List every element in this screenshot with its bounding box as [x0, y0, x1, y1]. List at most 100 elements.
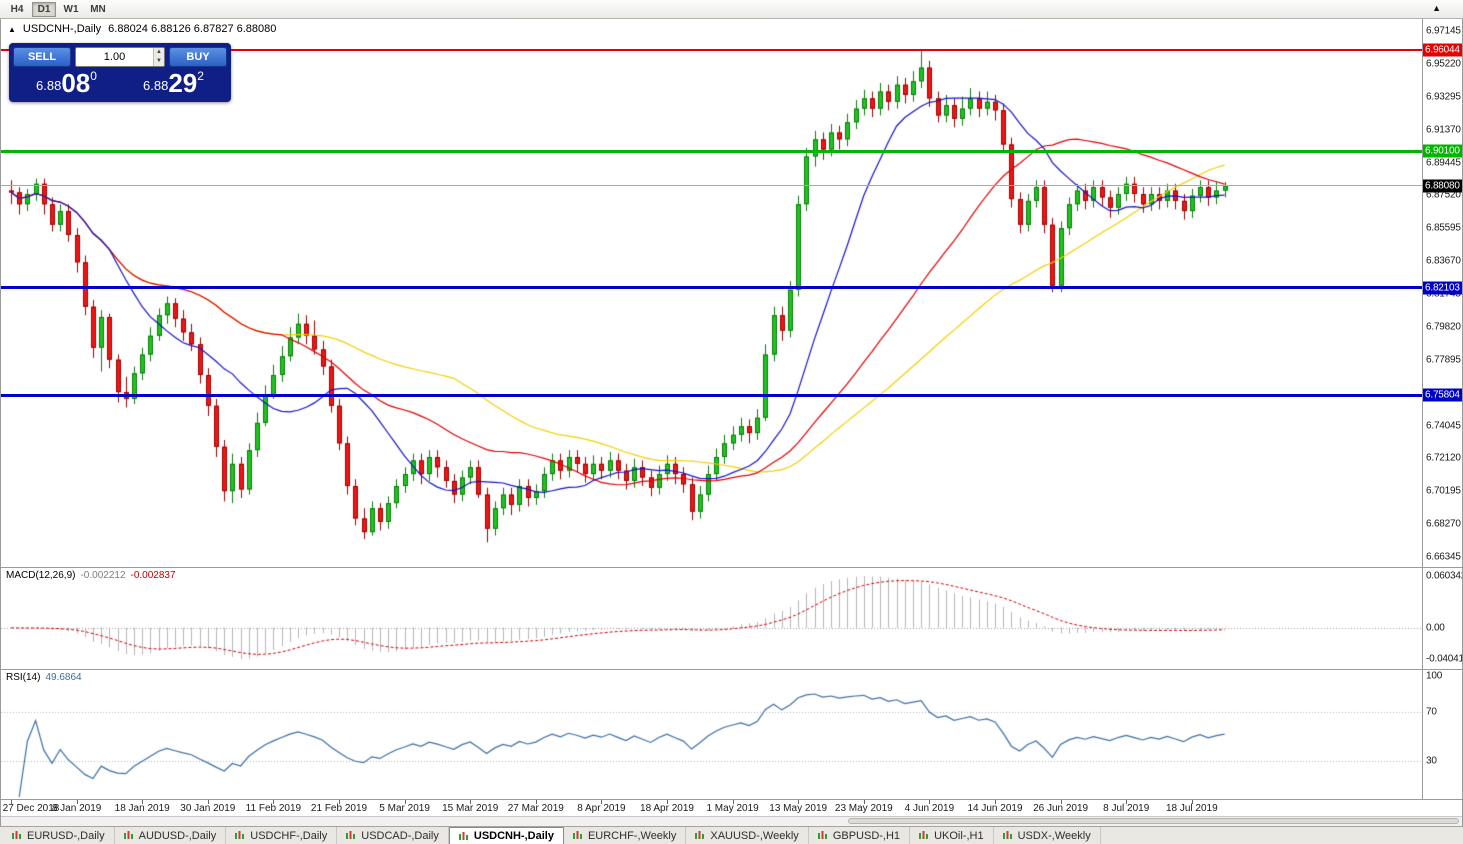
chart-ohlc-values: 6.88024 6.88126 6.87827 6.88080 [108, 23, 277, 35]
support-line-1[interactable] [1, 286, 1422, 290]
date-axis-label: 5 Mar 2019 [379, 803, 430, 814]
collapse-trade-panel-icon[interactable]: ▲ [8, 24, 16, 34]
date-tick [208, 800, 209, 804]
date-tick [273, 800, 274, 804]
date-tick [1126, 800, 1127, 804]
tab-label: USDCHF-,Daily [250, 829, 328, 842]
price-axis-label: 6.89445 [1426, 157, 1461, 168]
date-axis-label: 18 Jan 2019 [114, 803, 170, 814]
price-axis: 6.97145 6.95220 6.93295 6.91370 6.89445 6.875… [1422, 19, 1462, 567]
volume-up-icon[interactable]: ▲ [154, 48, 164, 57]
rsi-pane: RSI(14) 49.6864 100 70 30 [1, 670, 1462, 800]
resistance-line[interactable] [1, 48, 1422, 51]
timeframe-group: H4 D1 W1 MN [5, 1, 110, 17]
one-click-trade-panel: SELL 1.00 ▲ ▼ BUY 6.88 08 0 6.88 [9, 43, 231, 102]
date-tick [733, 800, 734, 804]
macd-axis-label: -0.040415 [1426, 653, 1462, 665]
chart-icon [12, 831, 21, 839]
date-tick [339, 800, 340, 804]
tab-gbpusd-h1[interactable]: GBPUSD-,H1 [809, 827, 911, 844]
tab-eurusd-daily[interactable]: EURUSD-,Daily [3, 827, 115, 844]
macd-axis-label: 0.00 [1426, 622, 1445, 634]
price-tag-6.82103: 6.82103 [1423, 281, 1462, 295]
date-tick [11, 800, 12, 804]
macd-label: MACD(12,26,9) -0.002212 -0.002837 [6, 570, 176, 581]
tab-label: EURUSD-,Daily [27, 829, 105, 842]
date-axis-label: 26 Jun 2019 [1033, 803, 1089, 814]
rsi-label: RSI(14) 49.6864 [6, 672, 82, 683]
date-tick [995, 800, 996, 804]
symbol-tabbar: EURUSD-,Daily AUDUSD-,Daily USDCHF-,Daily U… [0, 826, 1463, 844]
support-line-2[interactable] [1, 393, 1422, 397]
sell-price-sup: 0 [90, 69, 97, 83]
date-axis-label: 18 Apr 2019 [640, 803, 694, 814]
date-axis-label: 27 Mar 2019 [507, 803, 564, 814]
date-tick [1192, 800, 1193, 804]
price-tag-6.88080: 6.88080 [1423, 179, 1462, 193]
price-axis-label: 6.85595 [1426, 222, 1461, 234]
tab-usdcnh-daily[interactable]: USDCNH-,Daily [448, 827, 564, 844]
chart-icon [695, 831, 705, 839]
scroll-to-end-icon[interactable]: ▲ [1432, 3, 1441, 13]
macd-canvas[interactable] [1, 568, 1422, 669]
buy-price[interactable]: 6.88 29 2 [120, 69, 227, 98]
date-axis-label: 8 Apr 2019 [577, 803, 626, 814]
date-tick [405, 800, 406, 804]
date-axis-label: 30 Jan 2019 [180, 803, 236, 814]
sell-button[interactable]: SELL [13, 47, 71, 67]
buy-button[interactable]: BUY [169, 47, 227, 67]
price-axis-label: 6.97145 [1426, 25, 1461, 37]
date-tick [142, 800, 143, 804]
tab-label: USDCAD-,Daily [361, 829, 439, 842]
tab-label: GBPUSD-,H1 [832, 829, 901, 842]
price-axis-label: 6.66345 [1426, 551, 1461, 563]
tab-audusd-daily[interactable]: AUDUSD-,Daily [115, 827, 227, 844]
timeframe-mn[interactable]: MN [90, 3, 106, 15]
tab-usdx-weekly[interactable]: USDX-,Weekly [994, 827, 1101, 844]
price-chart-canvas[interactable] [1, 19, 1422, 567]
tab-usdcad-daily[interactable]: USDCAD-,Daily [337, 827, 449, 844]
support-resistance-line[interactable] [1, 149, 1422, 153]
top-toolbar: H4 D1 W1 MN ▲ [0, 0, 1463, 19]
macd-axis-label: 0.060342 [1426, 570, 1462, 582]
timeframe-w1[interactable]: W1 [63, 3, 79, 15]
price-axis-label: 6.68270 [1426, 518, 1461, 530]
sell-price[interactable]: 6.88 08 0 [13, 69, 120, 98]
chart-icon [346, 831, 356, 839]
chart-icon [1002, 831, 1012, 839]
date-tick [798, 800, 799, 804]
rsi-canvas[interactable] [1, 670, 1422, 799]
price-axis-label: 6.74045 [1426, 420, 1461, 431]
tab-label: XAUUSD-,Weekly [710, 829, 799, 842]
volume-down-icon[interactable]: ▼ [154, 57, 164, 66]
date-axis-label: 8 Jan 2019 [51, 803, 102, 814]
macd-main-value: -0.002212 [80, 570, 126, 581]
timeframe-d1[interactable]: D1 [32, 1, 56, 17]
date-axis-label: 21 Feb 2019 [310, 803, 368, 814]
chart-icon [123, 831, 133, 839]
timeframe-h4[interactable]: H4 [10, 3, 24, 15]
date-tick [667, 800, 668, 804]
tab-eurchf-weekly[interactable]: EURCHF-,Weekly [564, 827, 687, 844]
date-axis-label: 27 Dec 2018 [2, 803, 60, 814]
macd-axis: 0.060342 0.00 -0.040415 [1422, 568, 1462, 669]
tab-label: AUDUSD-,Daily [138, 829, 217, 842]
chart-symbol-title: USDCNH-,Daily [22, 23, 102, 35]
tab-ukoil-h1[interactable]: UKOil-,H1 [910, 827, 994, 844]
chart-icon [919, 831, 929, 839]
buy-price-main: 6.88 [143, 78, 169, 93]
price-axis-label: 6.91370 [1426, 124, 1461, 136]
volume-input[interactable]: 1.00 [103, 51, 126, 63]
chart-window: ▲ USDCNH-,Daily 6.88024 6.88126 6.87827 … [0, 19, 1463, 826]
price-axis-label: 6.83670 [1426, 255, 1461, 267]
date-tick [1061, 800, 1062, 804]
rsi-name: RSI(14) [6, 672, 41, 683]
chart-icon [458, 831, 468, 840]
tab-usdchf-daily[interactable]: USDCHF-,Daily [226, 827, 338, 844]
macd-name: MACD(12,26,9) [6, 570, 76, 581]
horizontal-scrollbar[interactable] [1, 817, 1462, 826]
date-axis-label: 18 Jul 2019 [1165, 803, 1218, 814]
price-axis-label: 6.93295 [1426, 91, 1461, 103]
tab-xauusd-weekly[interactable]: XAUUSD-,Weekly [686, 827, 809, 844]
scrollbar-thumb[interactable] [848, 818, 1459, 824]
